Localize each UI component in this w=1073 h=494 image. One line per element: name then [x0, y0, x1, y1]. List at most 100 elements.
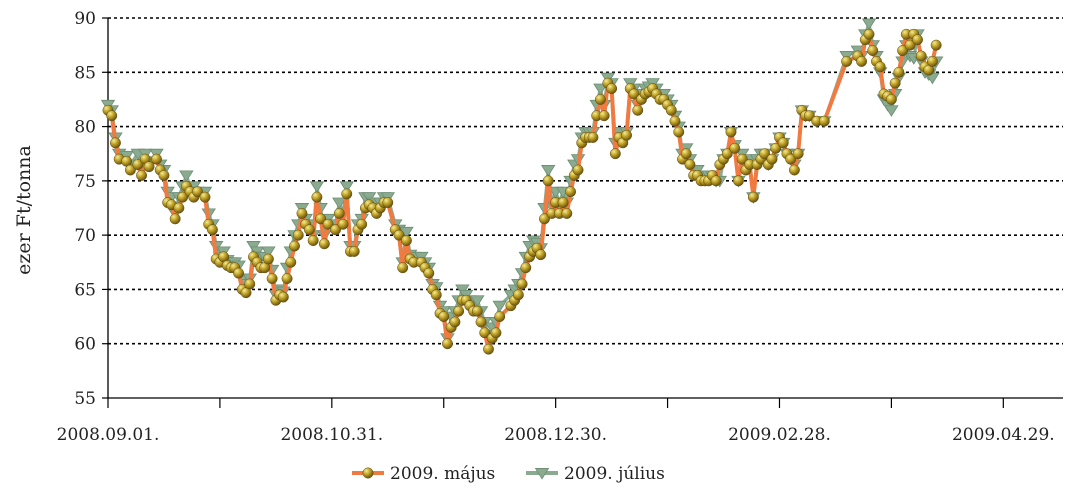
- data-point: [792, 148, 804, 160]
- y-tick-label: 90: [74, 9, 96, 29]
- data-point: [766, 153, 778, 165]
- data-point: [628, 88, 640, 100]
- data-point: [867, 45, 879, 57]
- data-point: [303, 224, 315, 236]
- data-point: [333, 207, 345, 219]
- data-point: [788, 164, 800, 176]
- x-tick-label: 2009.02.28.: [728, 425, 831, 445]
- data-point: [143, 161, 155, 173]
- data-point: [192, 186, 203, 198]
- data-point: [136, 169, 148, 181]
- data-point: [593, 83, 608, 96]
- data-point: [207, 224, 218, 236]
- data-point: [863, 28, 875, 40]
- series-group: [100, 18, 944, 355]
- data-point: [684, 159, 696, 171]
- data-point: [151, 153, 162, 165]
- data-point: [106, 110, 118, 122]
- axes: [102, 17, 1063, 408]
- data-point: [296, 207, 308, 219]
- data-point: [337, 218, 349, 230]
- y-tick-label: 65: [74, 280, 96, 300]
- data-point: [177, 191, 189, 203]
- data-point: [348, 245, 360, 257]
- data-point: [341, 188, 353, 200]
- data-point: [277, 291, 289, 303]
- data-point: [490, 327, 502, 339]
- data-point: [520, 262, 532, 274]
- data-point: [169, 213, 181, 225]
- data-point: [539, 213, 550, 225]
- y-tick-label: 60: [74, 335, 96, 355]
- data-point: [289, 240, 300, 252]
- data-point: [598, 110, 610, 122]
- legend-item: 2009. július: [526, 464, 665, 484]
- tick-labels: 55 60 65 70 75 80 85 90 2008.09.01. 2008.10.31. 20…: [57, 9, 1055, 445]
- legend-marker: [362, 467, 374, 479]
- data-point: [669, 115, 681, 127]
- data-point: [710, 175, 722, 187]
- series-majus: [102, 28, 942, 355]
- data-point: [483, 343, 494, 355]
- data-point: [565, 186, 577, 198]
- y-axis-title: ezer Ft/tonna: [13, 145, 35, 275]
- data-point: [307, 235, 319, 247]
- data-point: [438, 311, 450, 323]
- data-point: [915, 50, 927, 62]
- data-point: [926, 55, 938, 67]
- data-point: [110, 137, 121, 149]
- data-point: [292, 229, 304, 241]
- data-point: [339, 181, 354, 193]
- data-point: [318, 238, 330, 250]
- data-point: [803, 110, 815, 122]
- data-point: [158, 169, 170, 181]
- data-point: [124, 164, 136, 176]
- data-point: [479, 327, 491, 339]
- y-tick-label: 85: [74, 63, 96, 83]
- data-point: [721, 148, 733, 160]
- data-point: [244, 278, 256, 290]
- data-point: [889, 77, 901, 89]
- data-point: [904, 39, 916, 51]
- legend-label: 2009. július: [564, 464, 665, 484]
- y-tick-label: 75: [74, 172, 96, 192]
- data-point: [759, 148, 771, 160]
- x-tick-label: 2008.10.31.: [280, 425, 383, 445]
- data-point: [512, 289, 524, 301]
- legend-label: 2009. május: [390, 464, 495, 484]
- data-point: [561, 207, 573, 219]
- data-point: [725, 126, 737, 138]
- y-tick-label: 55: [74, 389, 96, 409]
- data-point: [841, 55, 853, 67]
- data-point: [930, 39, 942, 51]
- data-point: [179, 170, 194, 183]
- data-point: [330, 224, 342, 236]
- data-point: [309, 181, 325, 193]
- data-point: [492, 300, 507, 313]
- data-point: [729, 142, 741, 154]
- data-point: [673, 126, 685, 138]
- x-tick-label: 2008.09.01.: [57, 425, 160, 445]
- data-point: [540, 165, 556, 177]
- data-point: [233, 267, 245, 279]
- data-point: [893, 66, 905, 78]
- data-point: [885, 93, 897, 105]
- x-tick-label: 2009.04.29.: [952, 425, 1055, 445]
- data-point: [572, 164, 584, 176]
- data-point: [356, 218, 368, 230]
- data-point: [770, 142, 782, 154]
- data-point: [449, 316, 461, 328]
- y-tick-label: 70: [74, 226, 96, 246]
- data-point: [285, 256, 297, 268]
- data-point: [453, 305, 465, 317]
- data-point: [587, 131, 599, 143]
- data-point: [897, 45, 909, 57]
- data-point: [266, 273, 278, 285]
- data-point: [874, 61, 886, 73]
- data-point: [382, 197, 394, 209]
- data-point: [262, 253, 274, 265]
- data-point: [322, 218, 334, 230]
- data-point: [132, 159, 144, 171]
